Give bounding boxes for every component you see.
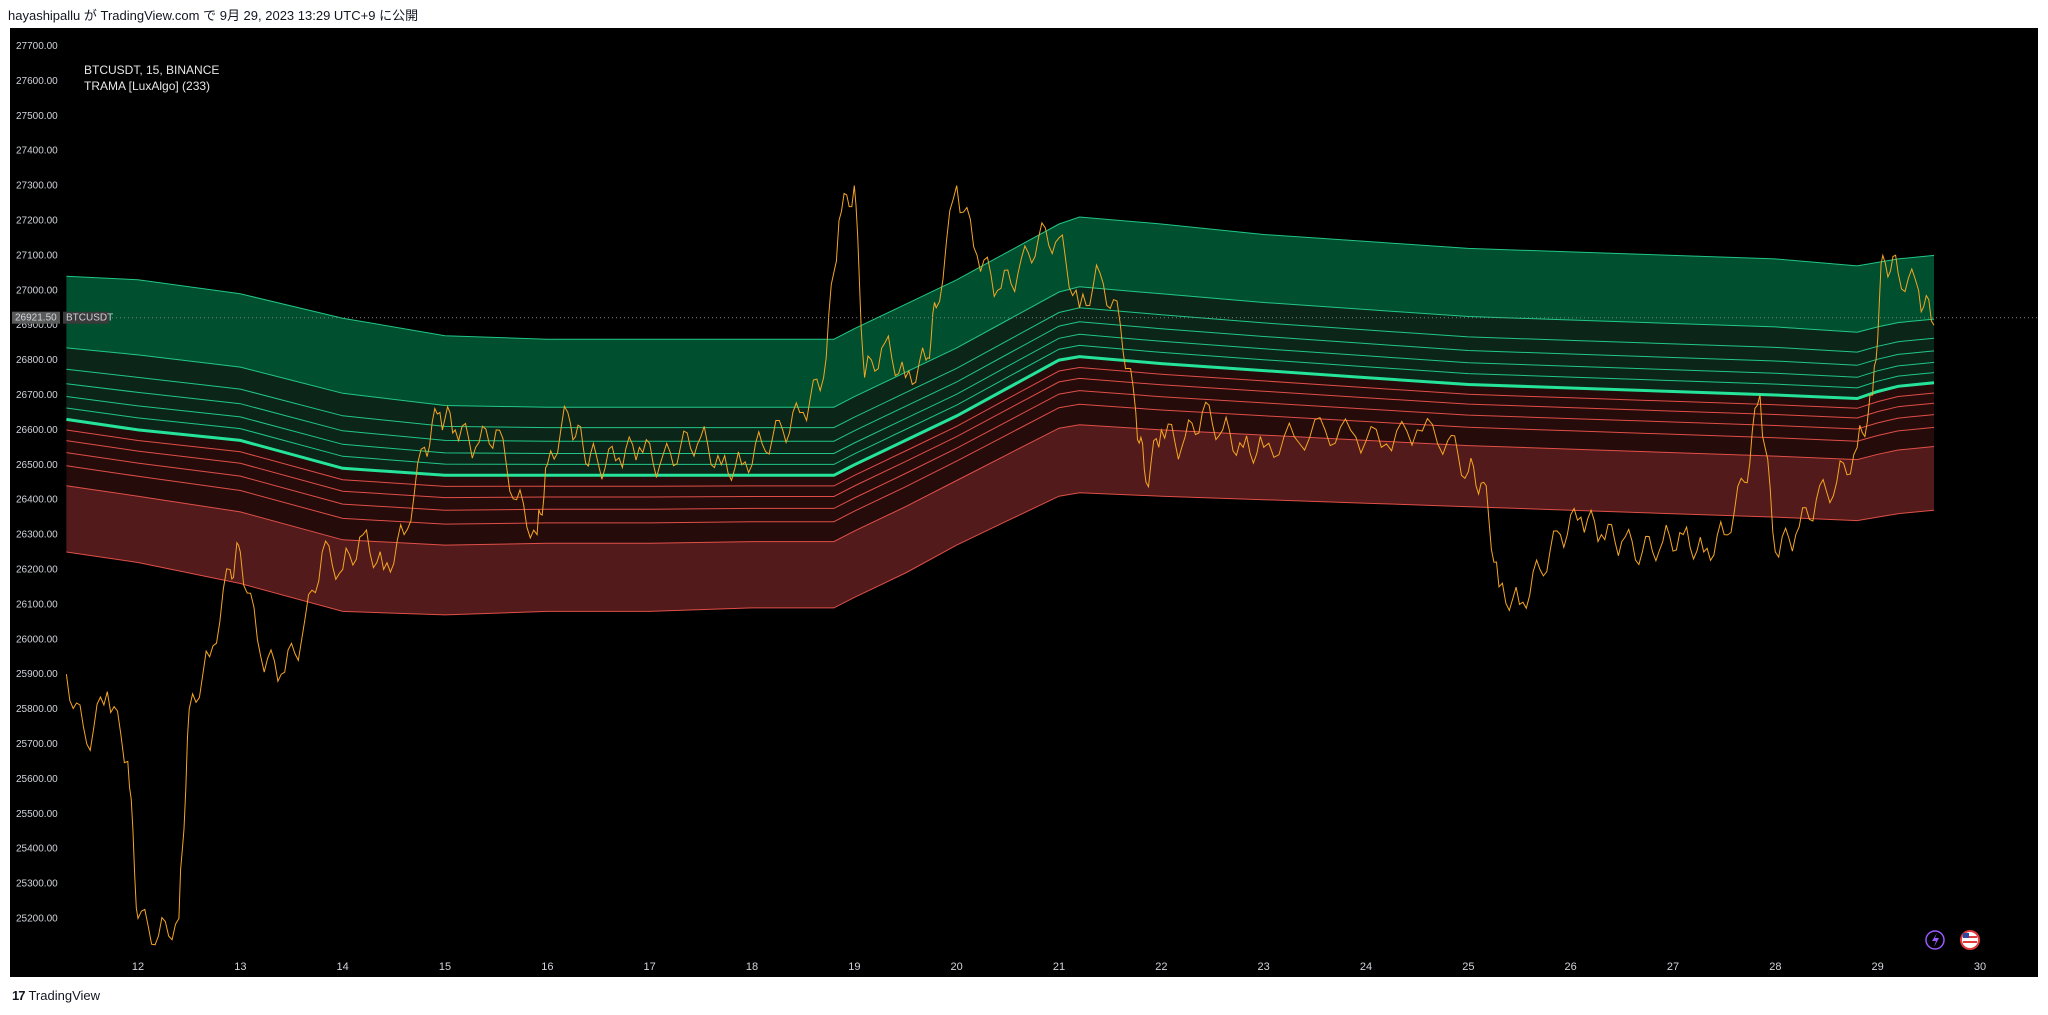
y-tick-label: 25600.00	[16, 774, 58, 785]
upper-band-line	[66, 321, 1935, 442]
x-tick-label: 19	[848, 961, 860, 973]
lower-band-line	[66, 390, 1935, 511]
y-tick-label: 25700.00	[16, 739, 58, 750]
upper-band-line	[66, 216, 1935, 340]
y-tick-label: 27100.00	[16, 250, 58, 261]
y-tick-label: 26100.00	[16, 599, 58, 610]
y-tick-label: 25500.00	[16, 809, 58, 820]
lightning-icon[interactable]	[1925, 930, 1945, 950]
x-tick-label: 21	[1053, 961, 1065, 973]
x-tick-label: 20	[951, 961, 963, 973]
chart-canvas[interactable]: 27700.00 27600.00 27500.00 27400.00 27300.00…	[10, 28, 2038, 977]
y-tick-label: 25800.00	[16, 704, 58, 715]
price-tag-box	[63, 311, 109, 324]
x-tick-label: 24	[1360, 961, 1372, 973]
x-tick-label: 18	[746, 961, 758, 973]
x-tick-label: 13	[234, 961, 246, 973]
price-label-tag[interactable]: 26921.50 BTCUSDT	[12, 311, 113, 324]
x-tick-label: 22	[1155, 961, 1167, 973]
y-tick-label: 26900.00	[16, 320, 58, 331]
y-tick-label: 25400.00	[16, 844, 58, 855]
y-tick-label: 27600.00	[16, 76, 58, 87]
x-tick-label: 26	[1565, 961, 1577, 973]
trama-center-line	[66, 355, 1935, 477]
price-series[interactable]	[65, 185, 1935, 946]
y-tick-label: 25300.00	[16, 879, 58, 890]
lower-band-line	[66, 377, 1935, 499]
y-tick-label: 26300.00	[16, 530, 58, 541]
x-tick-label: 16	[541, 961, 553, 973]
x-tick-label: 30	[1974, 961, 1986, 973]
y-tick-label: 27300.00	[16, 181, 58, 192]
y-tick-label: 26500.00	[16, 460, 58, 471]
y-tick-label: 27700.00	[16, 41, 58, 52]
x-tick-label: 15	[439, 961, 451, 973]
price-value-label: 26921.50	[15, 313, 57, 324]
upper-band-line	[66, 344, 1935, 465]
y-tick-label: 26200.00	[16, 565, 58, 576]
price-value-box	[12, 311, 60, 324]
lower-band-line	[66, 366, 1935, 487]
y-tick-label: 26600.00	[16, 425, 58, 436]
x-tick-label: 25	[1462, 961, 1474, 973]
publish-info-text: hayashipallu が TradingView.com で 9月 29, …	[8, 8, 419, 23]
symbol-label[interactable]: BTCUSDT, 15, BINANCE	[84, 63, 220, 77]
y-tick-label: 26800.00	[16, 355, 58, 366]
x-tick-label: 23	[1258, 961, 1270, 973]
upper-band-line	[66, 286, 1935, 408]
us-flag-icon[interactable]	[1960, 930, 1980, 950]
x-tick-label: 29	[1872, 961, 1884, 973]
price-line[interactable]	[65, 185, 1935, 946]
indicator-label[interactable]: TRAMA [LuxAlgo] (233)	[84, 79, 211, 93]
brand-label: TradingView	[28, 988, 101, 1003]
trama-bands	[66, 216, 1935, 616]
x-tick-label: 27	[1667, 961, 1679, 973]
lower-band-line	[66, 403, 1935, 525]
chart-panel[interactable]: 27700.00 27600.00 27500.00 27400.00 27300.00…	[10, 28, 2038, 977]
price-tag-label: BTCUSDT	[66, 313, 113, 324]
y-tick-label: 26000.00	[16, 634, 58, 645]
x-tick-label: 28	[1769, 961, 1781, 973]
tradingview-footer[interactable]: 17 TradingView	[12, 988, 100, 1003]
upper-band-line	[66, 333, 1935, 454]
x-tick-label: 17	[644, 961, 656, 973]
y-tick-label: 27200.00	[16, 216, 58, 227]
y-tick-label: 27500.00	[16, 111, 58, 122]
lower-band-line	[66, 424, 1935, 546]
x-axis[interactable]: 12 13 14 15 16 17 18 19 20 21 22 23 24 25 26 27 28 29 30	[132, 961, 1986, 973]
x-tick-label: 12	[132, 961, 144, 973]
y-tick-label: 27400.00	[16, 146, 58, 157]
lower-band-line	[66, 492, 1935, 616]
y-tick-label: 25900.00	[16, 669, 58, 680]
chart-legend: BTCUSDT, 15, BINANCE TRAMA [LuxAlgo] (23…	[84, 62, 219, 94]
y-tick-label: 26700.00	[16, 390, 58, 401]
x-tick-label: 14	[337, 961, 349, 973]
y-axis[interactable]: 27700.00 27600.00 27500.00 27400.00 27300.00…	[16, 41, 58, 925]
y-tick-label: 25200.00	[16, 914, 58, 925]
y-tick-label: 27000.00	[16, 285, 58, 296]
y-tick-label: 26400.00	[16, 495, 58, 506]
tradingview-logo-icon: 17	[12, 988, 26, 1003]
lower-band-fill	[66, 424, 1934, 615]
upper-band-fill	[66, 217, 1934, 408]
